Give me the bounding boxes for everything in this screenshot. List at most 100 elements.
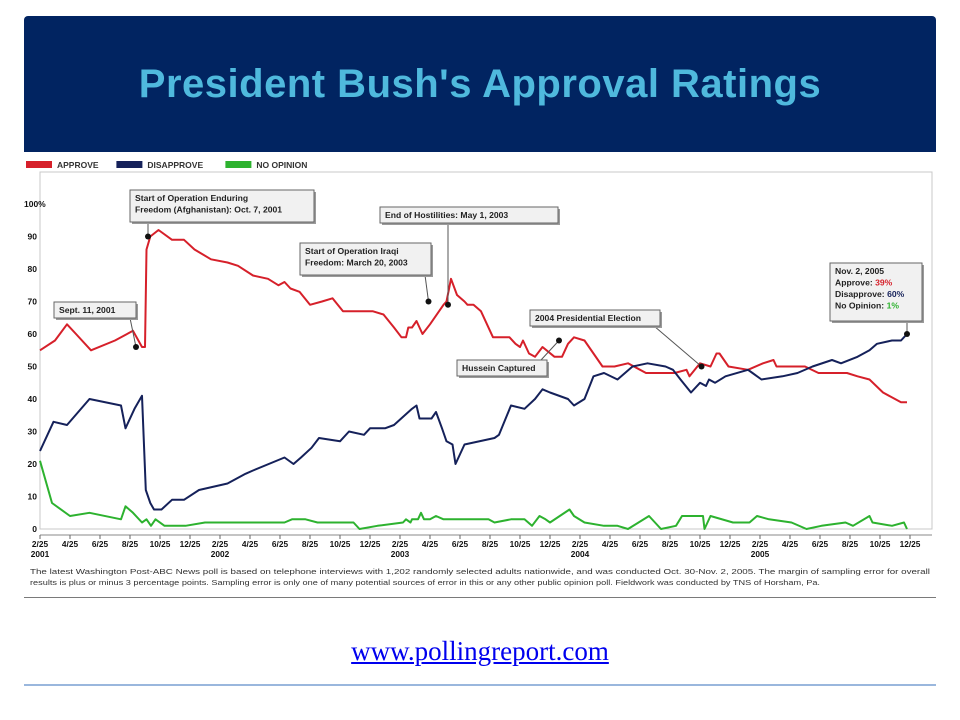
approval-chart: APPROVE DISAPPROVE NO OPINION 0 10 20 30 40 50 60…: [24, 152, 936, 598]
x-tick-label: 10/25: [150, 539, 171, 549]
legend-label: APPROVE: [57, 160, 99, 170]
y-tick-label: 90: [28, 232, 38, 242]
y-tick-label: 100%: [24, 199, 46, 209]
x-year-label: 2003: [391, 549, 410, 559]
y-tick-label: 70: [28, 297, 38, 307]
annotation-text: Freedom: March 20, 2003: [305, 258, 408, 268]
legend-item: APPROVE: [26, 160, 99, 170]
series-line-approve: [39, 229, 907, 404]
annotation-marker: [425, 298, 432, 305]
x-tick-label: 4/25: [62, 539, 79, 549]
annotation-callout: Hussein Captured: [456, 337, 562, 378]
series-line-disapprove: [39, 333, 908, 511]
x-tick-label: 6/25: [92, 539, 109, 549]
annotation-box: [529, 309, 661, 327]
legend-label: DISAPPROVE: [147, 160, 203, 170]
annotation-callout: Start of Operation Iraqi Freedom: March 2…: [299, 242, 433, 305]
legend-swatch: [116, 161, 143, 168]
annotation-leader: [424, 274, 429, 302]
x-tick-label: 2/25: [392, 539, 409, 549]
x-tick-label: 12/25: [540, 539, 561, 549]
x-tick-label: 2/25: [572, 539, 589, 549]
footnote-line: results is plus or minus 3 percentage po…: [30, 578, 820, 587]
annotation-box: [299, 242, 432, 276]
x-tick-label: 6/25: [452, 539, 469, 549]
x-tick-label: 6/25: [632, 539, 649, 549]
pollingreport-link[interactable]: www.pollingreport.com: [351, 636, 609, 666]
annotation-text: Approve: 39%: [835, 278, 893, 288]
x-tick-label: 4/25: [602, 539, 619, 549]
annotation-text: Start of Operation Enduring: [135, 193, 248, 203]
x-tick-label: 10/25: [690, 539, 711, 549]
x-tick-label: 10/25: [510, 539, 531, 549]
x-tick-label: 8/25: [302, 539, 319, 549]
annotation-text: Disapprove: 60%: [835, 289, 905, 299]
x-tick-label: 10/25: [870, 539, 891, 549]
annotation-leader: [540, 340, 560, 361]
x-tick-label: 12/25: [720, 539, 741, 549]
x-tick-label: 6/25: [812, 539, 829, 549]
x-year-label: 2005: [751, 549, 770, 559]
x-tick-label: 12/25: [900, 539, 921, 549]
x-tick-label: 2/25: [212, 539, 229, 549]
annotation-callout: Sept. 11, 2001: [53, 301, 139, 350]
legend-swatch: [26, 161, 52, 168]
annotation-box: [129, 189, 315, 223]
y-tick-label: 50: [28, 362, 38, 372]
x-year-label: 2001: [31, 549, 50, 559]
annotation-marker: [145, 233, 151, 240]
x-tick-label: 4/25: [242, 539, 259, 549]
x-year-label: 2004: [571, 549, 590, 559]
y-tick-label: 60: [28, 329, 38, 339]
annotation-text: Start of Operation Iraqi: [305, 246, 399, 256]
legend-item: NO OPINION: [225, 160, 307, 170]
x-tick-label: 12/25: [360, 539, 381, 549]
legend-label: NO OPINION: [256, 160, 307, 170]
x-tick-label: 8/25: [482, 539, 499, 549]
x-tick-label: 12/25: [180, 539, 201, 549]
x-tick-label: 8/25: [122, 539, 139, 549]
x-tick-label: 2/25: [32, 539, 49, 549]
y-tick-label: 80: [28, 264, 38, 274]
annotation-marker: [556, 337, 562, 344]
x-tick-label: 2/25: [752, 539, 769, 549]
annotation-leader: [129, 317, 137, 348]
y-tick-label: 10: [28, 492, 38, 502]
annotation-callout: Nov. 2, 2005 Approve: 39%Disapprove: 60% N…: [829, 262, 924, 337]
x-tick-label: 10/25: [330, 539, 351, 549]
annotation-box: [829, 262, 923, 322]
footer-rule: [24, 684, 936, 686]
annotation-text: Nov. 2, 2005: [835, 266, 884, 276]
chart-svg: APPROVE DISAPPROVE NO OPINION 0 10 20 30 40 50 60…: [24, 160, 933, 587]
annotation-text: End of Hostilities: May 1, 2003: [385, 210, 508, 220]
series-line-no-opinion: [39, 460, 908, 530]
annotation-marker: [698, 363, 705, 370]
y-tick-label: 20: [28, 459, 38, 469]
footnote-line: The latest Washington Post-ABC News poll…: [30, 567, 930, 576]
annotation-text: Sept. 11, 2001: [59, 305, 116, 315]
annotation-text: 2004 Presidential Election: [535, 313, 641, 323]
annotation-text: No Opinion: 1%: [835, 301, 899, 311]
y-tick-label: 30: [28, 427, 38, 437]
annotation-text: Freedom (Afghanistan): Oct. 7, 2001: [135, 205, 282, 215]
x-tick-label: 8/25: [842, 539, 859, 549]
slide-title: President Bush's Approval Ratings: [138, 62, 822, 106]
annotation-callout: End of Hostilities: May 1, 2003: [379, 206, 560, 308]
annotation-text: Hussein Captured: [462, 363, 536, 373]
title-banner: President Bush's Approval Ratings: [24, 16, 936, 152]
annotation-marker: [904, 331, 910, 337]
legend-swatch: [225, 161, 252, 168]
annotation-leader: [653, 325, 702, 367]
annotation-marker: [133, 344, 139, 350]
plot-frame: [39, 171, 933, 530]
x-year-label: 2002: [211, 549, 230, 559]
annotation-marker: [445, 301, 451, 308]
x-tick-label: 4/25: [782, 539, 799, 549]
annotation-callout: Start of Operation Enduring Freedom (Afgh…: [129, 189, 316, 240]
x-tick-label: 8/25: [662, 539, 679, 549]
annotation-box: [379, 206, 559, 224]
annotation-box: [456, 359, 548, 377]
y-tick-label: 40: [28, 394, 38, 404]
legend-item: DISAPPROVE: [116, 160, 203, 170]
x-tick-label: 6/25: [272, 539, 289, 549]
